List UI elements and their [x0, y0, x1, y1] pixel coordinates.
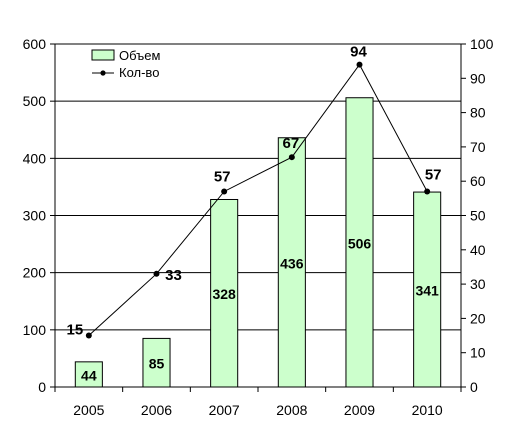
line-point-label: 15: [66, 322, 83, 339]
x-tick-label: 2009: [344, 402, 375, 418]
right-tick-label: 40: [470, 242, 486, 258]
bar: [345, 97, 374, 388]
x-tick-label: 2005: [73, 402, 104, 418]
line-point-label: 57: [425, 166, 442, 183]
right-tick-label: 90: [470, 70, 486, 86]
bar-label: 44: [81, 367, 97, 383]
bar-data-labels: 44 85 328 436 506 341: [81, 235, 439, 383]
bar: [413, 191, 442, 388]
bar-label: 85: [149, 356, 165, 372]
right-tick-label: 70: [470, 139, 486, 155]
left-tick-label: 0: [38, 379, 46, 395]
right-axis-ticks: 0 10 20 30 40 50 60 70 80 90 100: [461, 36, 494, 395]
left-tick-label: 400: [23, 150, 47, 166]
x-tick-label: 2006: [141, 402, 172, 418]
line-point: [424, 188, 431, 195]
right-tick-label: 20: [470, 310, 486, 326]
legend-line-label: Кол-во: [119, 65, 159, 80]
line-point: [356, 61, 363, 68]
x-axis-ticks: 2005 2006 2007 2008 2009 2010: [54, 387, 462, 418]
legend-line-marker: [100, 70, 106, 76]
bar-label: 506: [348, 235, 372, 251]
bar: [142, 337, 171, 388]
bar-label: 436: [280, 255, 304, 271]
left-tick-label: 500: [23, 93, 47, 109]
right-tick-label: 100: [470, 36, 494, 52]
x-tick-label: 2007: [209, 402, 240, 418]
line-point-label: 57: [214, 168, 231, 185]
legend-bar-swatch: [91, 49, 115, 61]
right-tick-label: 60: [470, 173, 486, 189]
right-tick-label: 10: [470, 345, 486, 361]
right-tick-label: 80: [470, 105, 486, 121]
line-path: [88, 63, 428, 336]
right-tick-label: 0: [470, 379, 478, 395]
legend-bar-label: Объем: [119, 48, 160, 63]
left-tick-label: 100: [23, 322, 47, 338]
line-point-label: 67: [282, 135, 299, 152]
line-point: [221, 188, 228, 195]
line-point: [153, 270, 160, 277]
line-point: [85, 332, 92, 339]
left-axis-ticks: 0 100 200 300 400 500 600: [23, 36, 55, 395]
line-point: [288, 154, 295, 161]
bar-series: [74, 97, 442, 388]
bar: [277, 137, 306, 388]
left-tick-label: 600: [23, 36, 47, 52]
left-tick-label: 200: [23, 265, 47, 281]
line-data-labels: 15 33 57 67 94 57: [66, 44, 441, 339]
line-point-label: 33: [165, 267, 182, 284]
bar-label: 328: [212, 286, 236, 302]
line-point-label: 94: [350, 44, 367, 61]
right-tick-label: 50: [470, 208, 486, 224]
legend: Объем Кол-во: [91, 48, 160, 80]
bar: [210, 198, 239, 388]
gridlines: [55, 43, 461, 331]
left-tick-label: 300: [23, 208, 47, 224]
x-tick-label: 2008: [276, 402, 307, 418]
x-tick-label: 2010: [412, 402, 443, 418]
line-series: [85, 61, 431, 339]
bar-label: 341: [415, 283, 439, 299]
right-tick-label: 30: [470, 276, 486, 292]
